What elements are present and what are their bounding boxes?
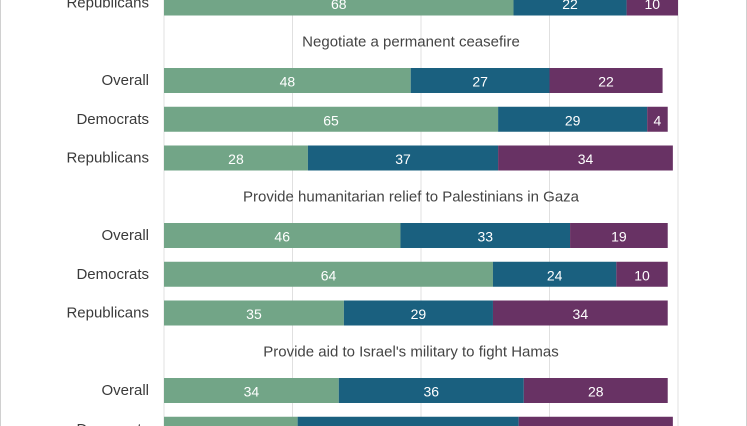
bar-segment	[164, 416, 298, 426]
value-label: 26	[223, 422, 239, 426]
category-label: Democrats	[76, 421, 149, 426]
value-label: 22	[598, 74, 614, 90]
bar-segment	[498, 145, 673, 171]
bar-segment	[297, 416, 519, 426]
value-label: 29	[565, 112, 581, 128]
value-label: 43	[400, 422, 416, 426]
bar-segment	[400, 223, 571, 248]
group-title-2: Provide humanitarian relief to Palestini…	[243, 189, 580, 206]
bar-segment	[164, 106, 499, 132]
value-label: 10	[634, 267, 650, 283]
bar-segment	[338, 378, 524, 403]
bar-segment	[498, 106, 648, 132]
value-label: 64	[321, 267, 337, 283]
value-label: 34	[244, 384, 260, 400]
category-label: Overall	[101, 227, 149, 244]
value-label: 37	[395, 151, 411, 167]
category-label: Republicans	[66, 305, 149, 322]
value-label: 28	[228, 151, 244, 167]
value-label: 29	[411, 306, 427, 322]
bar-segment	[492, 261, 617, 287]
value-label: 4	[654, 112, 662, 128]
value-label: 30	[588, 422, 604, 426]
bar-segment	[164, 145, 308, 171]
value-label: 28	[588, 384, 604, 400]
value-label: 27	[472, 74, 488, 90]
value-label: 48	[280, 74, 296, 90]
value-label: 35	[246, 306, 262, 322]
category-label: Republicans	[66, 150, 149, 167]
value-label: 34	[573, 306, 589, 322]
bar-segment	[647, 106, 668, 132]
value-label: 24	[547, 267, 563, 283]
value-label: 68	[331, 0, 347, 12]
value-label: 46	[274, 229, 290, 245]
bar-segment	[164, 261, 493, 287]
group-title-1: Negotiate a permanent ceasefire	[302, 34, 520, 51]
bar-segment	[523, 378, 668, 403]
bar-segment	[164, 300, 344, 326]
category-label: Overall	[101, 72, 149, 89]
value-label: 10	[645, 0, 661, 12]
bar-segment	[164, 223, 401, 248]
category-label: Republicans	[66, 0, 149, 12]
bar-segment	[307, 145, 499, 171]
bar-segment	[626, 0, 678, 16]
category-label: Democrats	[76, 111, 149, 128]
value-label: 34	[578, 151, 594, 167]
value-label: 65	[323, 112, 339, 128]
bar-segment	[513, 0, 627, 16]
bar-segment	[549, 68, 663, 93]
grid-lines	[163, 0, 679, 426]
group-title-3: Provide aid to Israel's military to figh…	[263, 344, 558, 361]
bar-segment	[164, 0, 514, 16]
value-label: 33	[477, 229, 493, 245]
category-label: Overall	[101, 382, 149, 399]
bar-segment	[570, 223, 668, 248]
bar-segment	[518, 416, 673, 426]
bar-segment	[616, 261, 668, 287]
value-label: 36	[423, 384, 439, 400]
value-label: 22	[562, 0, 578, 12]
value-label: 19	[611, 229, 627, 245]
bar-segment	[164, 378, 339, 403]
labels: Republicans 68 22 10 Negotiate a permanent c…	[66, 0, 661, 426]
bar-segment	[343, 300, 493, 326]
bars	[164, 0, 678, 426]
category-label: Democrats	[76, 266, 149, 283]
bar-segment	[492, 300, 668, 326]
bar-segment	[164, 68, 411, 93]
bar-segment	[410, 68, 550, 93]
